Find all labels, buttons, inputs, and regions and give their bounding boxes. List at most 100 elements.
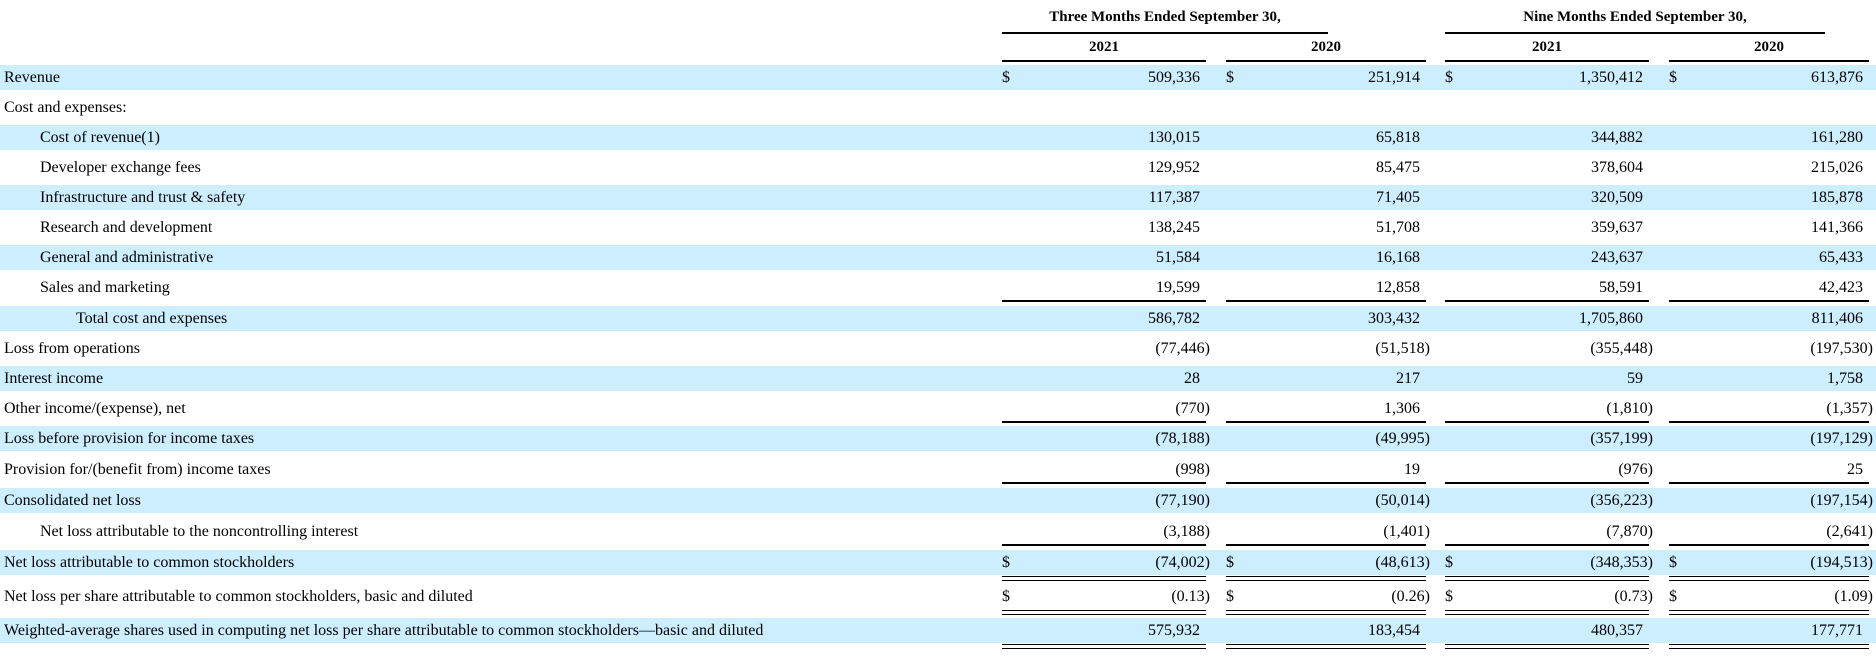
row-label: Developer exchange fees (40, 159, 201, 176)
currency-symbol: $ (1002, 69, 1010, 86)
value-cell: 1,350,412 (1579, 69, 1643, 86)
table-row: Revenue $509,336 $251,914 $1,350,412 $613,87… (0, 65, 1876, 90)
row-label: Loss from operations (4, 340, 140, 357)
value-cell: (357,199) (1590, 430, 1653, 447)
row-label: Revenue (4, 69, 60, 86)
row-label: Provision for/(benefit from) income taxe… (4, 461, 271, 478)
row-label: Interest income (4, 370, 104, 387)
value-cell: 51,584 (1156, 249, 1200, 266)
table-row: Provision for/(benefit from) income taxe… (0, 457, 1876, 482)
value-cell: 575,932 (1148, 622, 1200, 639)
value-cell: (1.09) (1834, 588, 1873, 605)
value-cell: (355,448) (1590, 340, 1653, 357)
table-row: Loss before provision for income taxes (7… (0, 426, 1876, 451)
value-cell: (49,995) (1375, 430, 1430, 447)
single-rule (1002, 544, 1206, 546)
value-cell: 586,782 (1148, 310, 1200, 327)
double-rule (1002, 644, 1206, 649)
value-cell: 138,245 (1148, 219, 1200, 236)
row-label: Net loss per share attributable to commo… (4, 588, 473, 605)
value-cell: 613,876 (1811, 69, 1863, 86)
table-row: Net loss attributable to the noncontroll… (0, 519, 1876, 544)
single-rule (1669, 300, 1869, 302)
double-rule (1226, 610, 1426, 615)
double-rule (1669, 610, 1869, 615)
single-rule (1445, 544, 1649, 546)
currency-symbol: $ (1669, 69, 1677, 86)
currency-symbol: $ (1445, 588, 1453, 605)
value-cell: 378,604 (1591, 159, 1643, 176)
value-cell: (1,357) (1826, 400, 1873, 417)
single-rule (1002, 300, 1206, 302)
currency-symbol: $ (1002, 588, 1010, 605)
value-cell: 251,914 (1368, 69, 1420, 86)
value-cell: 243,637 (1591, 249, 1643, 266)
currency-symbol: $ (1002, 554, 1010, 571)
double-rule (1669, 576, 1869, 581)
single-rule (1669, 544, 1869, 546)
table-row: Total cost and expenses 586,782 303,432 1,7… (0, 306, 1876, 331)
header-nine-months: Nine Months Ended September 30, (1523, 9, 1747, 25)
currency-symbol: $ (1445, 554, 1453, 571)
value-cell: 129,952 (1148, 159, 1200, 176)
double-rule (1226, 576, 1426, 581)
double-rule (1226, 644, 1426, 649)
value-cell: (197,129) (1810, 430, 1873, 447)
year-header: 2020 (1754, 39, 1784, 55)
row-label: Consolidated net loss (4, 492, 141, 509)
value-cell: (0.13) (1171, 588, 1210, 605)
row-label: General and administrative (40, 249, 214, 266)
single-rule (1226, 421, 1426, 423)
single-rule (1669, 421, 1869, 423)
value-cell: (50,014) (1375, 492, 1430, 509)
value-cell: (194,513) (1810, 554, 1873, 571)
value-cell: 509,336 (1148, 69, 1200, 86)
header-three-months: Three Months Ended September 30, (1049, 9, 1281, 25)
value-cell: (7,870) (1606, 523, 1653, 540)
value-cell: 19,599 (1156, 279, 1200, 296)
currency-symbol: $ (1226, 588, 1234, 605)
value-cell: 1,705,860 (1579, 310, 1643, 327)
value-cell: (197,530) (1810, 340, 1873, 357)
value-cell: 161,280 (1811, 129, 1863, 146)
double-rule (1002, 576, 1206, 581)
value-cell: 811,406 (1811, 310, 1863, 327)
header-rule-nine-months (1445, 32, 1825, 34)
value-cell: 12,858 (1376, 279, 1420, 296)
header-rule-three-months (1002, 32, 1328, 34)
value-cell: 303,432 (1368, 310, 1420, 327)
currency-symbol: $ (1445, 69, 1453, 86)
single-rule (1002, 482, 1206, 484)
value-cell: 59 (1627, 370, 1643, 387)
value-cell: (770) (1175, 400, 1210, 417)
currency-symbol: $ (1669, 588, 1677, 605)
value-cell: 71,405 (1376, 189, 1420, 206)
value-cell: (1,401) (1383, 523, 1430, 540)
row-label: Other income/(expense), net (4, 400, 186, 417)
row-label: Cost of revenue(1) (40, 129, 160, 146)
value-cell: (2,641) (1826, 523, 1873, 540)
value-cell: 177,771 (1811, 622, 1863, 639)
value-cell: (1,810) (1606, 400, 1653, 417)
value-cell: (51,518) (1375, 340, 1430, 357)
value-cell: (356,223) (1590, 492, 1653, 509)
value-cell: 215,026 (1811, 159, 1863, 176)
table-row: Consolidated net loss (77,190) (50,014) (35… (0, 488, 1876, 513)
value-cell: 1,306 (1384, 400, 1420, 417)
table-row: Cost and expenses: (0, 95, 1876, 120)
single-rule (1226, 544, 1426, 546)
table-row: Sales and marketing 19,599 12,858 58,591 42,… (0, 275, 1876, 300)
double-rule (1445, 576, 1649, 581)
single-rule (1226, 482, 1426, 484)
year-header: 2021 (1532, 39, 1562, 55)
single-rule (1445, 300, 1649, 302)
value-cell: 65,433 (1819, 249, 1863, 266)
table-row: Loss from operations (77,446) (51,518) (355… (0, 336, 1876, 361)
single-rule (1226, 300, 1426, 302)
value-cell: 19 (1404, 461, 1420, 478)
value-cell: 25 (1847, 461, 1863, 478)
table-row: Weighted-average shares used in computin… (0, 618, 1876, 643)
double-rule (1445, 610, 1649, 615)
table-row: Net loss per share attributable to commo… (0, 584, 1876, 609)
value-cell: 28 (1184, 370, 1200, 387)
